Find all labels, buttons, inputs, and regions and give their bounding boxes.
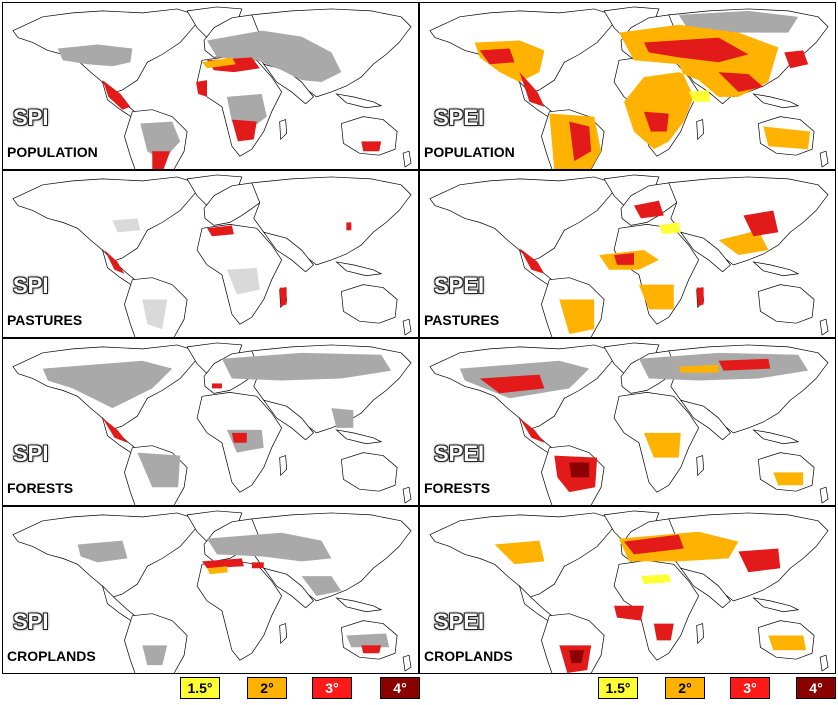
legend-swatch-1-5: 1.5° (180, 677, 220, 699)
drought-index-label: SPEI (434, 609, 484, 635)
drought-index-label: SPI (13, 441, 48, 467)
map-panel-spi-forests: SPI FORESTS (2, 338, 419, 506)
drought-index-label: SPEI (434, 273, 484, 299)
map-panel-spi-population: SPI POPULATION (2, 2, 419, 170)
drought-index-label: SPI (13, 609, 48, 635)
exposure-layer-label: POPULATION (7, 144, 98, 160)
map-panel-spei-pastures: SPEI PASTURES (419, 170, 836, 338)
legend-swatch-4: 4° (796, 677, 836, 699)
drought-index-label: SPI (13, 273, 48, 299)
legend-swatch-4: 4° (380, 677, 420, 699)
map-panel-spei-population: SPEI POPULATION (419, 2, 836, 170)
warming-level-legend-right: 1.5° 2° 3° 4° (598, 677, 838, 699)
exposure-layer-label: FORESTS (424, 480, 490, 496)
exposure-layer-label: CROPLANDS (424, 648, 513, 664)
map-panel-spi-croplands: SPI CROPLANDS (2, 506, 419, 674)
legend-swatch-3: 3° (730, 677, 770, 699)
exposure-layer-label: FORESTS (7, 480, 73, 496)
map-panel-spei-croplands: SPEI CROPLANDS (419, 506, 836, 674)
legend-swatch-1-5: 1.5° (598, 677, 638, 699)
exposure-layer-label: PASTURES (7, 312, 82, 328)
legend-swatch-2: 2° (665, 677, 705, 699)
exposure-layer-label: CROPLANDS (7, 648, 96, 664)
warming-level-legend-left: 1.5° 2° 3° 4° (180, 677, 420, 699)
exposure-layer-label: PASTURES (424, 312, 499, 328)
map-panel-spi-pastures: SPI PASTURES (2, 170, 419, 338)
exposure-layer-label: POPULATION (424, 144, 515, 160)
map-panel-spei-forests: SPEI FORESTS (419, 338, 836, 506)
drought-index-label: SPI (13, 105, 48, 131)
legend-swatch-2: 2° (247, 677, 287, 699)
legend-swatch-3: 3° (312, 677, 352, 699)
drought-index-label: SPEI (434, 105, 484, 131)
drought-index-label: SPEI (434, 441, 484, 467)
